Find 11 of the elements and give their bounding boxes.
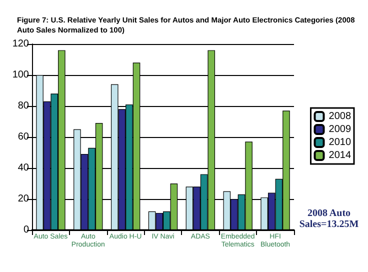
- y-tick-label: 60: [18, 132, 30, 142]
- y-tick-label: 100: [12, 70, 30, 80]
- legend-label: 2009: [328, 124, 352, 135]
- y-tick-label: 20: [18, 194, 30, 204]
- legend-label: 2014: [328, 150, 352, 161]
- y-tick-label: 80: [18, 100, 30, 112]
- legend-label: 2008: [328, 111, 352, 122]
- text: 2008 Auto Sales=13.25M: [299, 208, 360, 230]
- y-tick-label: 120: [12, 38, 30, 50]
- legend-label: 2010: [328, 137, 352, 148]
- y-tick-label: 40: [18, 162, 30, 174]
